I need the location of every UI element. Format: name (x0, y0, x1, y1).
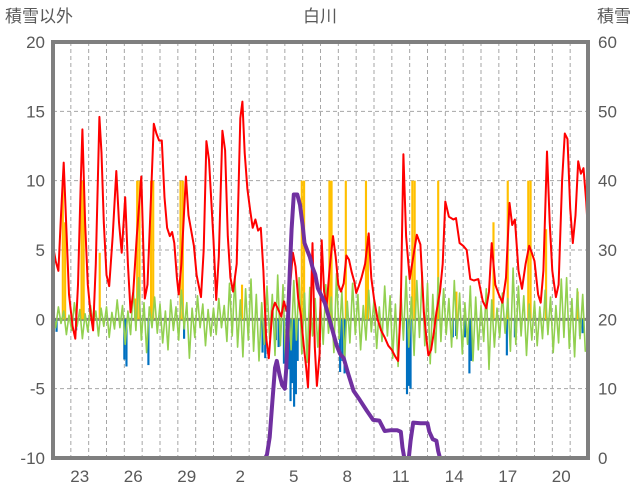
y-right-tick-label: 50 (598, 102, 617, 121)
y-right-tick-label: 0 (598, 449, 607, 468)
blue-bars-bar (147, 319, 150, 366)
blue-bars-bar (470, 319, 473, 361)
purple-snow-depth-line (53, 192, 588, 458)
y-left-tick-label: 0 (36, 310, 45, 329)
blue-bars-bar (291, 319, 294, 384)
blue-bars-bar (294, 319, 297, 395)
orange-bars-bar (437, 180, 440, 320)
y-right-tick-label: 20 (598, 310, 617, 329)
blue-bars-bar (339, 319, 342, 373)
blue-bars-bar (407, 319, 410, 386)
series-layer (53, 100, 588, 458)
orange-bars-bar (152, 180, 155, 320)
y-left-tick-label: 20 (26, 33, 45, 52)
orange-bars-bar (545, 229, 548, 320)
blue-bars-bar (261, 319, 264, 353)
y-left-tick-label: 15 (26, 102, 45, 121)
blue-bars-bar (289, 319, 292, 402)
x-tick-label: 5 (289, 467, 298, 486)
x-tick-label: 26 (124, 467, 143, 486)
orange-bars-bar (303, 180, 306, 320)
orange-bars-bar (179, 180, 182, 320)
y-right-tick-label: 40 (598, 172, 617, 191)
orange-bars-bar (328, 180, 331, 320)
x-tick-label: 23 (70, 467, 89, 486)
blue-bars-bar (282, 319, 286, 364)
x-tick-label: 8 (343, 467, 352, 486)
orange-bars-bar (300, 180, 303, 320)
orange-bars-bar (136, 180, 139, 320)
right-axis-title: 積雪 (597, 7, 631, 26)
y-right-tick-label: 10 (598, 380, 617, 399)
orange-bars-bar (366, 236, 370, 320)
y-right-tick-label: 30 (598, 241, 617, 260)
y-left-tick-label: 10 (26, 172, 45, 191)
blue-bars-bar (125, 319, 128, 367)
red-line (53, 100, 588, 389)
blue-bars-bar (277, 319, 280, 348)
orange-bars-bar (138, 180, 141, 320)
orange-bars-bar (344, 180, 347, 320)
x-tick-label: 17 (498, 467, 517, 486)
blue-bars-bar (293, 319, 296, 407)
orange-bars-bar (61, 180, 64, 320)
blue-bars-bar (581, 319, 584, 334)
orange-bars-bar (98, 252, 101, 320)
left-axis-title: 積雪以外 (5, 7, 73, 26)
x-tick-label: 29 (177, 467, 196, 486)
x-tick-label: 2 (236, 467, 245, 486)
y-left-tick-label: -5 (30, 380, 45, 399)
y-right-tick-label: 60 (598, 33, 617, 52)
orange-bars-bar (80, 180, 83, 320)
x-tick-label: 20 (552, 467, 571, 486)
blue-bars-bar (463, 319, 467, 338)
x-tick-label: 14 (445, 467, 464, 486)
orange-bars-bar (411, 180, 414, 320)
chart-title: 白川 (303, 7, 337, 26)
y-left-tick-label: 5 (36, 241, 45, 260)
orange-bars-bar (150, 180, 153, 320)
x-tick-label: 11 (392, 467, 410, 486)
orange-bars-bar (240, 284, 244, 320)
blue-bars-bar (409, 319, 412, 389)
blue-bars-bar (296, 319, 299, 361)
y-left-tick-label: -10 (20, 449, 45, 468)
blue-bars-bar (468, 319, 471, 374)
orange-bars-bar (455, 291, 458, 320)
orange-bars-bar (64, 222, 67, 320)
blue-bars-bar (341, 319, 344, 361)
chart-border (51, 40, 590, 460)
orange-bars-bar (82, 180, 85, 320)
blue-bars-bar (505, 319, 508, 356)
blue-bars-bar (405, 319, 409, 395)
